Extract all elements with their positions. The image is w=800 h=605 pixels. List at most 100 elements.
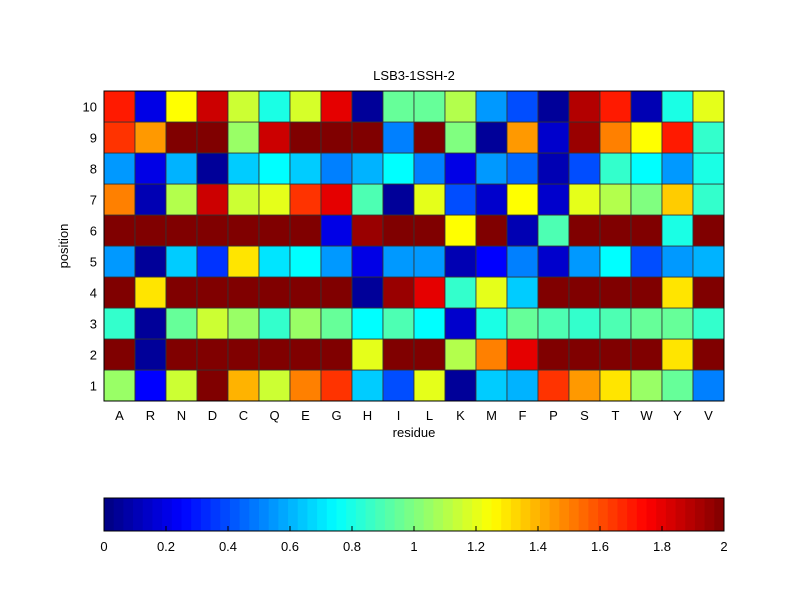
cell-N-9 bbox=[165, 121, 198, 154]
cell-C-9 bbox=[227, 121, 260, 154]
x-tick-label: P bbox=[549, 408, 558, 423]
cell-I-1 bbox=[382, 369, 415, 402]
cell-P-4 bbox=[537, 276, 570, 309]
colorbar-step bbox=[288, 498, 299, 531]
colorbar-step bbox=[365, 498, 376, 531]
colorbar-step bbox=[520, 498, 531, 531]
plot-frame bbox=[103, 90, 725, 402]
x-tick-label: A bbox=[115, 408, 124, 423]
cell-E-8 bbox=[289, 152, 322, 185]
x-tick-label: D bbox=[208, 408, 217, 423]
cell-P-5 bbox=[537, 245, 570, 278]
cell-F-5 bbox=[506, 245, 539, 278]
colorbar-step bbox=[133, 498, 144, 531]
colorbar-step bbox=[142, 498, 153, 531]
cell-F-2 bbox=[506, 338, 539, 371]
cell-T-3 bbox=[599, 307, 632, 340]
cell-T-5 bbox=[599, 245, 632, 278]
cell-E-6 bbox=[289, 214, 322, 247]
cell-V-1 bbox=[692, 369, 725, 402]
cell-H-2 bbox=[351, 338, 384, 371]
cell-F-9 bbox=[506, 121, 539, 154]
cell-I-7 bbox=[382, 183, 415, 216]
colorbar-step bbox=[171, 498, 182, 531]
colorbar-step bbox=[443, 498, 454, 531]
colorbar-step bbox=[200, 498, 212, 531]
colorbar-step bbox=[714, 498, 725, 531]
x-tick-label: V bbox=[704, 408, 713, 423]
cell-W-3 bbox=[630, 307, 663, 340]
cell-L-8 bbox=[413, 152, 446, 185]
cell-I-8 bbox=[382, 152, 415, 185]
y-tick-label: 2 bbox=[90, 348, 97, 363]
y-tick-label: 9 bbox=[90, 131, 97, 146]
cell-T-1 bbox=[599, 369, 632, 402]
colorbar-tick-label: 0 bbox=[100, 539, 107, 554]
colorbar-step bbox=[617, 498, 628, 531]
cell-L-7 bbox=[413, 183, 446, 216]
cell-M-7 bbox=[475, 183, 508, 216]
colorbar-step bbox=[104, 498, 115, 531]
cell-W-8 bbox=[630, 152, 663, 185]
cell-N-4 bbox=[165, 276, 198, 309]
cell-K-6 bbox=[444, 214, 477, 247]
cell-L-4 bbox=[413, 276, 446, 309]
cell-N-1 bbox=[165, 369, 198, 402]
cell-V-8 bbox=[692, 152, 725, 185]
cell-W-4 bbox=[630, 276, 663, 309]
cell-I-6 bbox=[382, 214, 415, 247]
colorbar-step bbox=[278, 498, 289, 531]
cell-T-4 bbox=[599, 276, 632, 309]
cell-Q-6 bbox=[258, 214, 291, 247]
cell-A-5 bbox=[103, 245, 136, 278]
cell-Q-2 bbox=[258, 338, 291, 371]
cell-Q-1 bbox=[258, 369, 291, 402]
cell-S-7 bbox=[568, 183, 601, 216]
cell-T-9 bbox=[599, 121, 632, 154]
cell-F-4 bbox=[506, 276, 539, 309]
colorbar-tick-label: 0.4 bbox=[219, 539, 237, 554]
cell-E-3 bbox=[289, 307, 322, 340]
cell-H-6 bbox=[351, 214, 384, 247]
colorbar-step bbox=[423, 498, 434, 531]
colorbar-step bbox=[510, 498, 522, 531]
cell-P-2 bbox=[537, 338, 570, 371]
colorbar-step bbox=[578, 498, 589, 531]
cell-S-6 bbox=[568, 214, 601, 247]
colorbar-step bbox=[414, 498, 425, 531]
cell-S-8 bbox=[568, 152, 601, 185]
cell-Q-4 bbox=[258, 276, 291, 309]
y-tick-label: 4 bbox=[90, 286, 97, 301]
cell-Q-9 bbox=[258, 121, 291, 154]
cell-C-5 bbox=[227, 245, 260, 278]
colorbar-step bbox=[346, 498, 357, 531]
cell-S-3 bbox=[568, 307, 601, 340]
cell-L-3 bbox=[413, 307, 446, 340]
cell-M-5 bbox=[475, 245, 508, 278]
colorbar-step bbox=[259, 498, 270, 531]
cell-G-10 bbox=[320, 90, 353, 123]
colorbar-step bbox=[665, 498, 677, 531]
cell-Q-5 bbox=[258, 245, 291, 278]
cell-G-9 bbox=[320, 121, 353, 154]
cell-L-5 bbox=[413, 245, 446, 278]
cell-K-3 bbox=[444, 307, 477, 340]
colorbar-step bbox=[229, 498, 241, 531]
cell-M-10 bbox=[475, 90, 508, 123]
cell-H-9 bbox=[351, 121, 384, 154]
cell-R-6 bbox=[134, 214, 167, 247]
cell-A-6 bbox=[103, 214, 136, 247]
heatmap-cells bbox=[103, 90, 725, 402]
colorbar-step bbox=[462, 498, 473, 531]
colorbar-step bbox=[375, 498, 386, 531]
cell-Q-10 bbox=[258, 90, 291, 123]
cell-G-4 bbox=[320, 276, 353, 309]
cell-I-4 bbox=[382, 276, 415, 309]
cell-Y-10 bbox=[661, 90, 694, 123]
y-tick-label: 10 bbox=[83, 100, 97, 115]
cell-P-3 bbox=[537, 307, 570, 340]
cell-R-7 bbox=[134, 183, 167, 216]
cell-C-3 bbox=[227, 307, 260, 340]
x-tick-label: N bbox=[177, 408, 186, 423]
